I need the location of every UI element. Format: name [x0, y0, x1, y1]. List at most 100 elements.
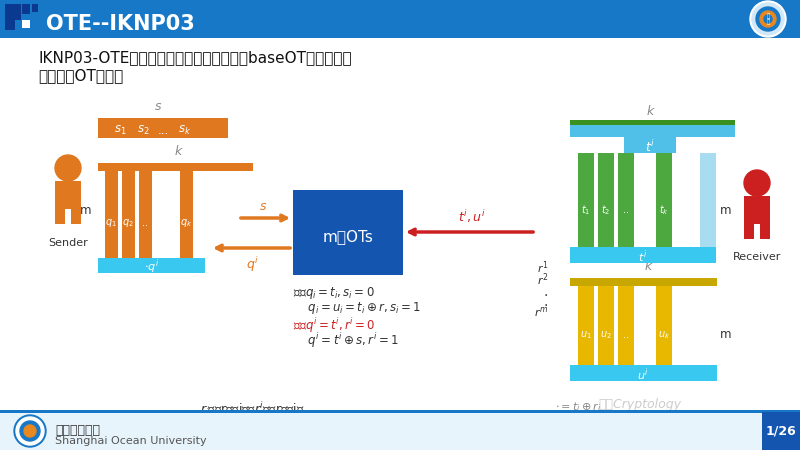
Text: Shanghai Ocean University: Shanghai Ocean University — [55, 436, 206, 446]
Text: $r^1$: $r^1$ — [537, 260, 548, 276]
Text: $r^2$: $r^2$ — [537, 272, 548, 288]
Text: 列：$q_i=t_i,s_i=0$: 列：$q_i=t_i,s_i=0$ — [293, 285, 374, 301]
Text: k: k — [644, 260, 652, 273]
Bar — [700, 153, 716, 263]
Text: 行：$q^i=t^i,r^i=0$: 行：$q^i=t^i,r^i=0$ — [293, 316, 375, 335]
Text: $q_k$: $q_k$ — [180, 217, 192, 229]
Bar — [578, 286, 594, 381]
Text: ...: ... — [158, 123, 169, 136]
Text: $t_k$: $t_k$ — [659, 203, 669, 217]
Bar — [0, 412, 800, 450]
Text: $u_1$: $u_1$ — [580, 329, 592, 341]
Text: $t^i$: $t^i$ — [638, 249, 648, 266]
Bar — [71, 209, 81, 224]
Text: $u_k$: $u_k$ — [658, 329, 670, 341]
Bar — [656, 286, 672, 381]
Text: k: k — [174, 145, 182, 158]
Bar — [570, 247, 716, 263]
Bar — [22, 20, 30, 28]
Text: $u_2$: $u_2$ — [600, 329, 612, 341]
Text: ..: .. — [623, 330, 629, 340]
Text: $t^i, u^i$: $t^i, u^i$ — [458, 208, 486, 225]
Text: $\cdot=t_i\oplus r_i$: $\cdot=t_i\oplus r_i$ — [555, 400, 602, 414]
Text: Sender: Sender — [48, 238, 88, 248]
Circle shape — [760, 11, 776, 27]
Text: .: . — [544, 295, 548, 309]
Bar — [55, 209, 65, 224]
Bar — [598, 286, 614, 381]
Bar — [32, 4, 38, 12]
Bar — [570, 120, 735, 125]
Text: 1/26: 1/26 — [766, 424, 796, 437]
Circle shape — [764, 15, 772, 23]
Text: OTE--IKNP03: OTE--IKNP03 — [46, 14, 194, 34]
Text: m: m — [720, 328, 731, 342]
Text: ..: .. — [623, 205, 629, 215]
Bar — [55, 181, 81, 209]
Bar — [98, 118, 228, 138]
Circle shape — [744, 170, 770, 196]
Text: m个OTs: m个OTs — [322, 230, 374, 244]
Circle shape — [16, 417, 44, 445]
Bar — [98, 163, 253, 171]
Text: 小海Cryptology: 小海Cryptology — [598, 398, 682, 411]
Bar — [570, 365, 717, 381]
Text: 构造大量OT实例。: 构造大量OT实例。 — [38, 68, 123, 83]
Circle shape — [14, 415, 46, 447]
Text: $q^i$: $q^i$ — [246, 255, 258, 274]
Text: $r_i$表示r的第i列，$r^i$表示r的第i行: $r_i$表示r的第i列，$r^i$表示r的第i行 — [200, 400, 305, 418]
Text: 上
海: 上 海 — [766, 13, 770, 25]
Circle shape — [750, 1, 786, 37]
Bar — [762, 412, 800, 450]
Bar — [656, 153, 672, 263]
Text: $t^i$: $t^i$ — [645, 139, 655, 155]
Circle shape — [756, 7, 780, 31]
Bar — [744, 224, 754, 239]
Text: Receiver: Receiver — [733, 252, 781, 262]
Bar — [570, 278, 717, 286]
Text: $t_1$: $t_1$ — [582, 203, 590, 217]
Text: $q_1$: $q_1$ — [105, 217, 117, 229]
Bar — [578, 153, 594, 263]
Text: $s_2$: $s_2$ — [137, 123, 150, 136]
Bar — [744, 196, 770, 224]
Circle shape — [55, 155, 81, 181]
Text: m: m — [720, 203, 731, 216]
Bar — [570, 125, 735, 137]
Bar — [105, 168, 118, 273]
Circle shape — [24, 425, 36, 437]
Text: $q^i=t^i\oplus s,r^i=1$: $q^i=t^i\oplus s,r^i=1$ — [293, 331, 398, 350]
Text: m: m — [79, 203, 91, 216]
Bar — [122, 168, 135, 273]
Bar — [618, 153, 634, 263]
Text: $s_1$: $s_1$ — [114, 123, 126, 136]
Text: s: s — [260, 200, 266, 213]
Text: s: s — [154, 100, 162, 113]
Text: $q_i=u_i=t_i\oplus r,s_i=1$: $q_i=u_i=t_i\oplus r,s_i=1$ — [293, 300, 421, 316]
Text: $s_k$: $s_k$ — [178, 123, 191, 136]
Text: k: k — [646, 105, 654, 118]
Bar — [139, 168, 152, 273]
Bar — [624, 137, 676, 153]
Text: IKNP03-OTE：基于矩阵变化思想实现少量baseOT和对称密鑰: IKNP03-OTE：基于矩阵变化思想实现少量baseOT和对称密鑰 — [38, 50, 352, 65]
Bar — [0, 0, 800, 38]
Bar — [598, 153, 614, 263]
Text: $u^i$: $u^i$ — [637, 367, 649, 383]
Bar — [5, 20, 15, 30]
Bar — [22, 4, 30, 14]
Bar — [0, 410, 800, 413]
Circle shape — [20, 421, 40, 441]
Text: .: . — [544, 285, 548, 299]
Text: $t_2$: $t_2$ — [602, 203, 610, 217]
Bar — [98, 258, 205, 273]
Bar — [5, 4, 21, 20]
Bar — [618, 286, 634, 381]
Text: $r^m$: $r^m$ — [534, 305, 548, 319]
Text: ..: .. — [142, 218, 148, 228]
Text: 上海海洋大学: 上海海洋大学 — [55, 424, 100, 437]
Circle shape — [752, 3, 784, 35]
Bar — [760, 224, 770, 239]
Text: $\cdot q^i$: $\cdot q^i$ — [145, 258, 159, 276]
Text: $q_2$: $q_2$ — [122, 217, 134, 229]
Bar — [180, 168, 193, 273]
